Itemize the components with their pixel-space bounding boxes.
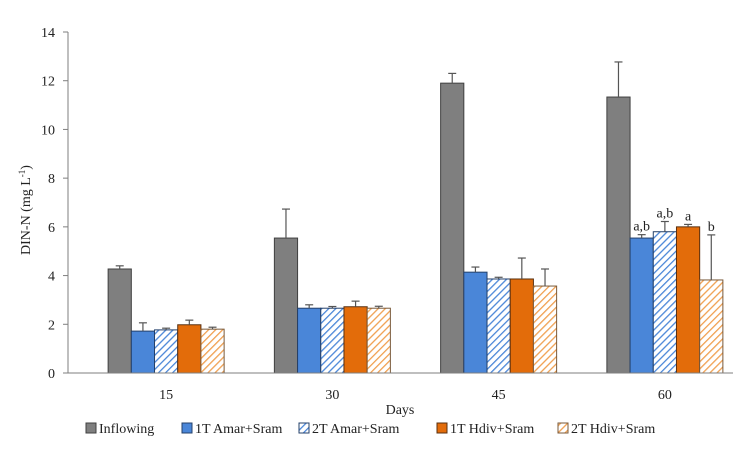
y-axis-label: DIN-N (mg L-1) (17, 165, 34, 255)
y-tick-label: 12 (41, 75, 55, 90)
x-tick-label: 30 (325, 388, 339, 403)
bar (154, 329, 179, 374)
significance-label: b (708, 220, 715, 235)
bar (486, 278, 511, 374)
y-axis-label-superscript: -1 (17, 170, 27, 178)
y-tick-label: 14 (41, 26, 55, 41)
significance-label: a (685, 209, 692, 224)
legend-swatch (436, 422, 448, 434)
legend-swatch (181, 422, 193, 434)
bar (107, 268, 132, 374)
x-tick-label: 45 (492, 388, 506, 403)
bar (675, 226, 701, 374)
y-tick-label: 10 (41, 123, 55, 138)
y-axis-label-suffix: ) (19, 165, 34, 170)
legend-label: Inflowing (99, 422, 154, 437)
x-tick-label: 15 (159, 388, 173, 403)
bar (532, 285, 558, 374)
bar (200, 328, 225, 374)
legend: Inflowing 1T Amar+Sram 2T Amar+Sram 1T Hdiv… (85, 422, 655, 437)
bar (606, 96, 631, 374)
bar (343, 306, 368, 374)
y-axis-label-main: DIN-N (mg L (19, 177, 34, 255)
y-tick-label: 6 (48, 221, 55, 236)
bar (652, 231, 677, 374)
bar (463, 271, 488, 374)
y-tick-label: 4 (48, 270, 55, 285)
x-tick-label: 60 (658, 388, 672, 403)
x-axis: 15 30 45 60 (68, 372, 733, 403)
significance-label: a,b (657, 206, 674, 221)
bar (320, 307, 345, 374)
legend-label: 2T Hdiv+Sram (571, 422, 655, 437)
significance-label: a,b (633, 220, 650, 235)
y-tick-label: 0 (48, 367, 55, 382)
legend-swatch (557, 422, 569, 434)
annotations: a,b a,b a b (633, 206, 714, 234)
legend-label: 1T Hdiv+Sram (450, 422, 534, 437)
bar (440, 82, 465, 374)
bar (297, 307, 322, 374)
legend-swatch (85, 422, 97, 434)
bar (509, 278, 534, 374)
bar (699, 279, 724, 374)
y-tick-label: 8 (48, 172, 55, 187)
bar (629, 237, 654, 374)
bars (107, 82, 724, 374)
bar (177, 324, 202, 374)
legend-label: 1T Amar+Sram (195, 422, 282, 437)
bar (130, 330, 156, 374)
y-tick-label: 2 (48, 318, 55, 333)
error-bars (115, 61, 716, 332)
y-axis: 0 2 4 6 8 10 12 14 (41, 26, 69, 382)
x-axis-label: Days (386, 403, 415, 418)
legend-label: 2T Amar+Sram (312, 422, 399, 437)
legend-swatch (298, 422, 310, 434)
bar (273, 237, 299, 374)
bar (366, 307, 391, 374)
